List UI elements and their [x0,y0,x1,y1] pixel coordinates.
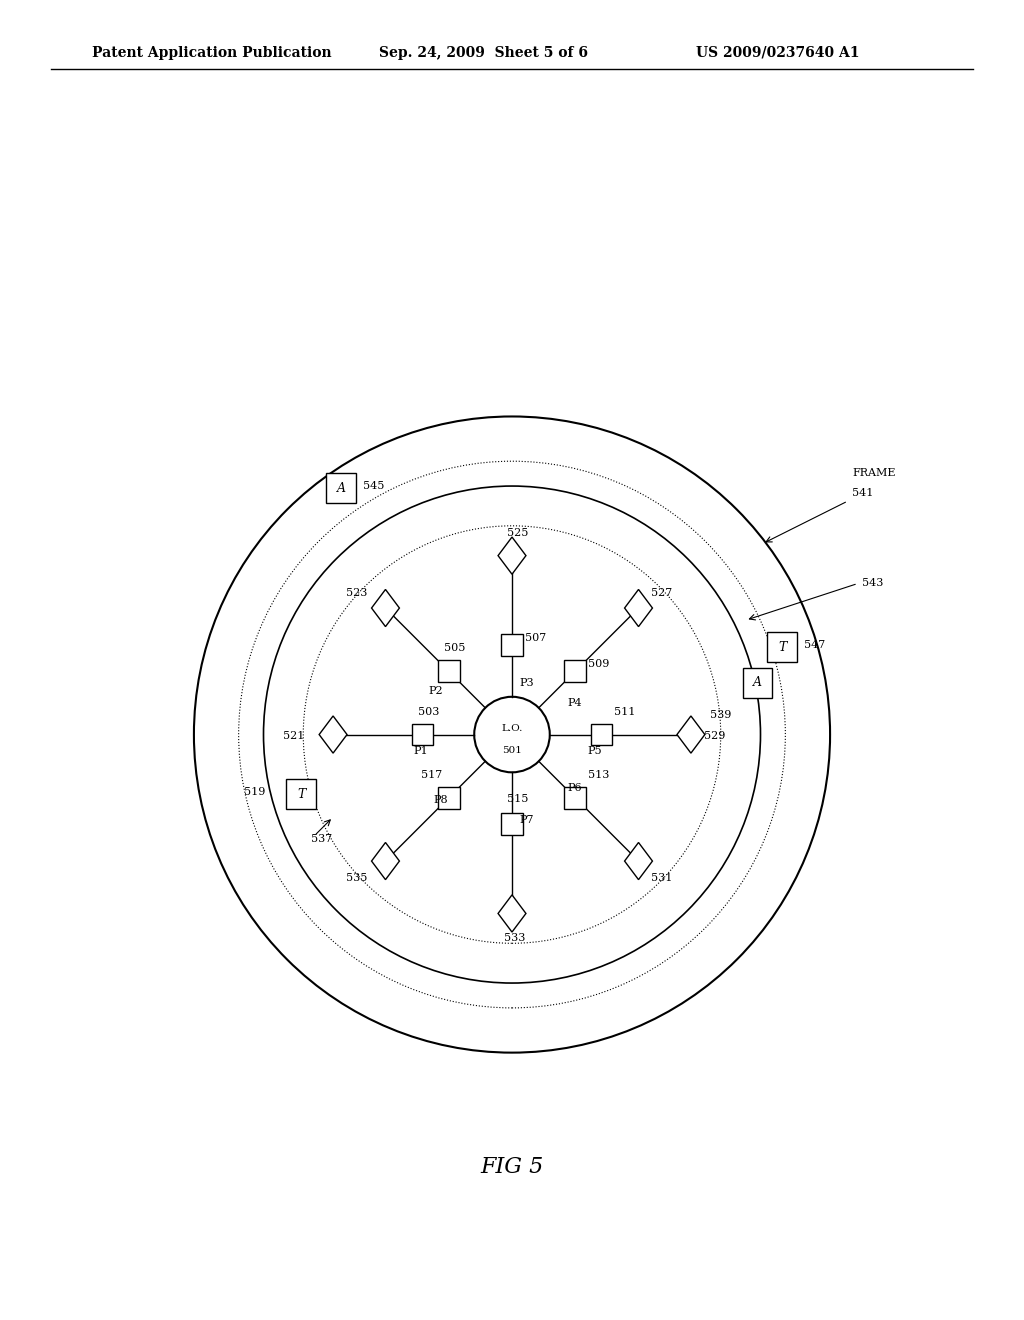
Text: P4: P4 [567,698,582,708]
Text: 533: 533 [504,933,525,944]
Bar [501,813,523,836]
Text: 541: 541 [852,488,873,498]
Bar [501,634,523,656]
Bar [767,632,798,663]
Bar [564,787,586,809]
Text: 523: 523 [346,589,367,598]
Text: A: A [337,482,345,495]
Polygon shape [677,715,705,754]
Text: 525: 525 [507,528,528,537]
Polygon shape [498,537,526,574]
Text: 535: 535 [346,873,367,883]
Text: 527: 527 [651,589,673,598]
Bar [742,668,772,698]
Text: 501: 501 [502,746,522,755]
Text: P1: P1 [414,746,428,756]
Text: Patent Application Publication: Patent Application Publication [92,46,332,59]
Text: 531: 531 [651,873,673,883]
Text: L.O.: L.O. [502,725,522,733]
Text: 505: 505 [443,643,465,653]
Bar [326,473,356,503]
Text: FRAME: FRAME [852,469,895,478]
Text: Sep. 24, 2009  Sheet 5 of 6: Sep. 24, 2009 Sheet 5 of 6 [379,46,588,59]
Text: 545: 545 [362,480,384,491]
Text: 539: 539 [710,710,731,719]
Text: 507: 507 [525,634,546,643]
Text: P8: P8 [434,795,449,805]
Text: 517: 517 [421,770,442,780]
Text: 515: 515 [507,795,528,804]
Text: P7: P7 [519,814,534,825]
Polygon shape [372,590,399,627]
Circle shape [474,697,550,772]
Text: T: T [778,640,786,653]
Text: 521: 521 [284,730,305,741]
Polygon shape [372,842,399,879]
Bar [412,723,433,746]
Text: A: A [753,676,762,689]
Text: P6: P6 [567,783,582,793]
Text: P5: P5 [588,746,602,756]
Bar [287,779,316,809]
Polygon shape [498,895,526,932]
Text: P2: P2 [429,686,443,696]
Bar [591,723,612,746]
Text: T: T [297,788,305,801]
Text: 503: 503 [418,706,439,717]
Bar [564,660,586,682]
Text: 519: 519 [244,787,265,797]
Polygon shape [625,590,652,627]
Bar [438,787,460,809]
Text: 529: 529 [703,730,725,741]
Polygon shape [625,842,652,879]
Bar [438,660,460,682]
Text: US 2009/0237640 A1: US 2009/0237640 A1 [696,46,860,59]
Text: P3: P3 [519,678,534,688]
Text: 543: 543 [862,578,884,589]
Polygon shape [319,715,347,754]
Text: 537: 537 [311,834,333,843]
Text: 511: 511 [614,706,636,717]
Text: 547: 547 [804,640,825,649]
Text: FIG 5: FIG 5 [480,1156,544,1177]
Text: 509: 509 [588,659,609,669]
Text: 513: 513 [588,770,609,780]
